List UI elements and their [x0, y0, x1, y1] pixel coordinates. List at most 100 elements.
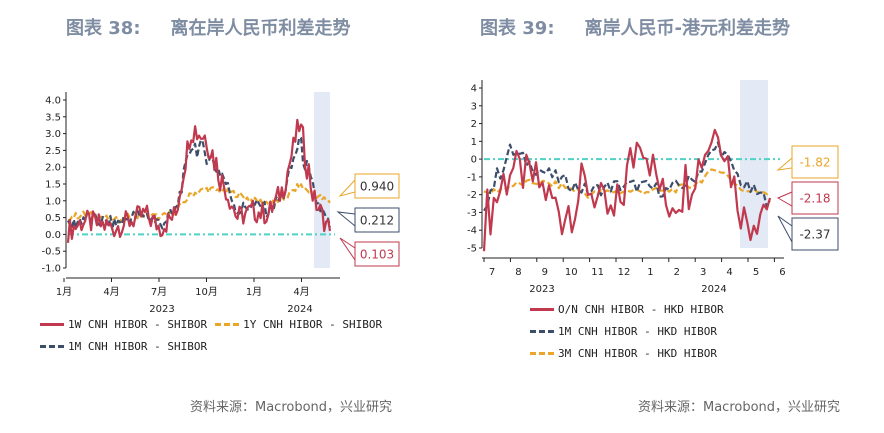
end-value-callout: -2.37	[777, 215, 839, 251]
figure-39-panel: 图表 39: 离岸人民币-港元利差走势 4 3 2 1 0 -1 -2 -3 -4 -5 7 8 9 10 1…	[442, 0, 884, 433]
legend-label-1m: 1M CNH HIBOR - SHIBOR	[68, 339, 208, 353]
chart-38: 4.0 3.5 3.0 2.5 2.0 1.5 1.0 0.5 0.0 -0.5 -1.0 1月 4月 7…	[41, 92, 400, 315]
x-tick-label: 4月	[293, 286, 309, 298]
x-tick-label: 10月	[195, 286, 218, 298]
x-tick-label: 3	[700, 267, 706, 278]
y-tick-label: -4	[467, 226, 477, 237]
x-year-label: 2024	[701, 284, 726, 295]
legend-label-1m-hkd: 1M CNH HIBOR - HKD HIBOR	[558, 324, 717, 338]
y-tick-label: 2.0	[45, 163, 61, 174]
x-tick-label: 11	[591, 267, 604, 278]
end-value-label: -2.37	[799, 228, 830, 242]
callout-pointer	[339, 237, 356, 262]
legend-item-3m-hkd: 3M CNH HIBOR - HKD HIBOR	[530, 347, 717, 360]
x-tick-label: 7月	[151, 286, 167, 298]
callout-pointer	[338, 178, 356, 197]
y-tick-label: 4	[471, 84, 477, 95]
y-tick-label: 1	[471, 137, 477, 148]
y-tick-label: -0.5	[41, 247, 61, 258]
highlight-band	[314, 92, 330, 268]
x-tick-label: 2	[674, 267, 680, 278]
legend-label-1y: 1Y CNH HIBOR - SHIBOR	[243, 317, 383, 331]
x-tick-label: 1月	[56, 286, 72, 298]
callout-pointer	[776, 191, 793, 207]
figure-38-number: 图表 38:	[66, 18, 141, 39]
series-line-1	[67, 183, 331, 224]
series-line-0	[66, 118, 332, 243]
x-tick-label: 6	[779, 267, 785, 278]
legend-item-1w: 1W CNH HIBOR - SHIBOR	[40, 318, 207, 331]
legend-label-3m-hkd: 3M CNH HIBOR - HKD HIBOR	[558, 346, 717, 360]
x-year-label: 2023	[149, 304, 174, 315]
end-value-callout: -2.18	[776, 181, 839, 215]
callout-box	[791, 217, 839, 251]
x-year-label: 2024	[287, 304, 312, 315]
legend-label-1w: 1W CNH HIBOR - SHIBOR	[68, 317, 208, 331]
figure-39-title-text: 离岸人民币-港元利差走势	[584, 18, 790, 39]
end-value-label: 0.103	[360, 248, 394, 262]
callout-box	[791, 181, 839, 215]
callout-box	[354, 241, 400, 267]
y-tick-label: -5	[467, 244, 477, 255]
end-value-label: 0.940	[360, 180, 394, 194]
y-tick-label: -1	[467, 172, 477, 183]
callout-box	[791, 145, 839, 179]
y-tick-label: 1.5	[45, 180, 61, 191]
legend-item-on: O/N CNH HIBOR - HKD HIBOR	[530, 303, 724, 316]
series-line-1	[483, 141, 771, 212]
chart-39-legend: O/N CNH HIBOR - HKD HIBOR 1M CNH HIBOR -…	[530, 298, 860, 364]
legend-swatch-1y	[215, 322, 240, 326]
legend-swatch-3m-hkd	[530, 351, 554, 355]
figure-39-number: 图表 39:	[480, 18, 555, 39]
y-tick-label: -3	[467, 208, 477, 219]
end-value-callout: 0.212	[336, 207, 400, 233]
y-tick-label: -1.0	[41, 264, 61, 275]
x-tick-label: 7	[489, 267, 495, 278]
x-tick-label: 1	[647, 267, 653, 278]
end-value-label: -2.18	[799, 192, 830, 206]
figure-38-source: 资料来源：Macrobond，兴业研究	[190, 400, 393, 415]
highlight-band	[740, 80, 768, 248]
y-tick-label: 2.5	[45, 146, 61, 157]
callout-box	[354, 207, 400, 233]
end-value-label: 0.212	[360, 214, 394, 228]
callout-box	[354, 173, 400, 199]
y-tick-label: 3.5	[45, 112, 61, 123]
end-value-callout: -1.82	[776, 145, 839, 179]
y-tick-label: 3.0	[45, 129, 61, 140]
legend-item-1m: 1M CNH HIBOR - SHIBOR	[40, 340, 207, 353]
figure-38-title-text: 离在岸人民币利差走势	[170, 18, 351, 39]
y-tick-label: 2	[471, 119, 477, 130]
end-value-label: -1.82	[799, 156, 830, 170]
legend-swatch-on	[530, 307, 554, 311]
x-tick-label: 4	[726, 267, 732, 278]
figure-39-title: 图表 39: 离岸人民币-港元利差走势	[480, 14, 790, 40]
figure-38-title: 图表 38: 离在岸人民币利差走势	[66, 14, 351, 40]
y-tick-label: 0.0	[45, 230, 61, 241]
x-tick-label: 9	[542, 267, 548, 278]
y-tick-label: -2	[467, 190, 477, 201]
x-tick-label: 12	[618, 267, 631, 278]
figure-39-source: 资料来源：Macrobond，兴业研究	[638, 400, 841, 415]
callout-pointer	[336, 211, 356, 228]
y-tick-label: 0.5	[45, 213, 61, 224]
legend-label-on: O/N CNH HIBOR - HKD HIBOR	[558, 302, 724, 316]
legend-swatch-1w	[40, 322, 64, 326]
series-line-2	[483, 168, 771, 199]
y-tick-label: 1.0	[45, 196, 61, 207]
y-tick-label: 3	[471, 101, 477, 112]
legend-swatch-1m-hkd	[530, 329, 554, 333]
x-tick-label: 4月	[103, 286, 119, 298]
x-tick-label: 5	[753, 267, 759, 278]
legend-swatch-1m	[40, 344, 64, 348]
y-tick-label: 4.0	[45, 96, 61, 107]
end-value-callout: 0.940	[338, 173, 400, 199]
x-year-label: 2023	[529, 284, 554, 295]
legend-item-1y: 1Y CNH HIBOR - SHIBOR	[215, 318, 382, 331]
legend-item-1m-hkd: 1M CNH HIBOR - HKD HIBOR	[530, 325, 717, 338]
figure-38-panel: 图表 38: 离在岸人民币利差走势 4.0 3.5 3.0 2.5 2.0 1.5 1.0 0.…	[40, 14, 400, 415]
x-tick-label: 10	[565, 267, 578, 278]
callout-pointer	[776, 156, 793, 171]
x-tick-label: 1月	[246, 286, 262, 298]
